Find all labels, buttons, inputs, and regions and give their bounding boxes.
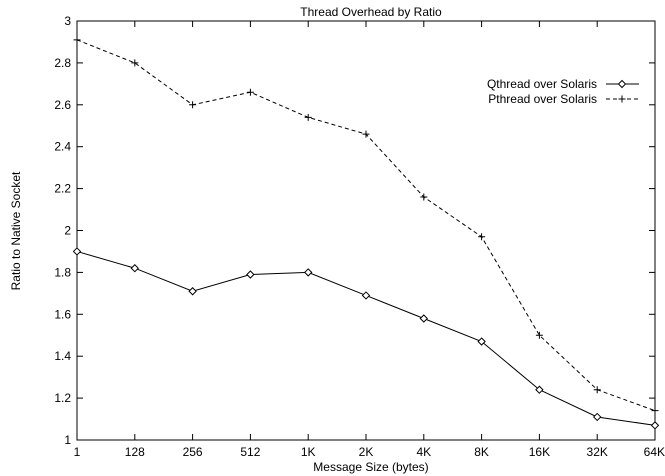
diamond-marker xyxy=(419,314,429,323)
x-tick-label: 2K xyxy=(359,445,374,459)
diamond-marker xyxy=(303,268,313,277)
series-line xyxy=(76,250,656,426)
plus-marker xyxy=(362,130,370,138)
diamond-marker xyxy=(188,287,197,296)
x-tick-label: 8K xyxy=(474,445,489,459)
x-tick-label: 32K xyxy=(587,445,608,459)
x-tick-label: 16K xyxy=(529,445,550,459)
y-axis-label: Ratio to Native Socket xyxy=(9,171,23,290)
diamond-marker xyxy=(477,337,486,346)
legend-plus-marker xyxy=(618,95,626,103)
x-tick-label: 256 xyxy=(183,445,203,459)
x-axis-label: Message Size (bytes) xyxy=(313,460,428,474)
y-tick-label: 3 xyxy=(64,14,71,28)
y-axis: 1 1.2 1.4 1.6 1.8 2 2.2 2.4 2.6 2.8 3 xyxy=(54,14,655,447)
plus-marker xyxy=(189,101,197,109)
diamond-marker xyxy=(130,264,140,273)
plus-marker xyxy=(593,386,601,394)
plus-marker xyxy=(73,36,81,44)
diamond-marker xyxy=(246,270,255,279)
legend-label: Pthread over Solaris xyxy=(488,92,597,106)
chart-title: Thread Overhead by Ratio xyxy=(300,5,442,19)
plus-marker xyxy=(478,233,486,241)
series-pthread xyxy=(73,36,659,415)
y-tick-label: 1.8 xyxy=(54,265,71,279)
x-tick-label: 64K xyxy=(644,445,665,459)
x-tick-label: 1K xyxy=(301,445,316,459)
plus-marker xyxy=(651,407,659,415)
y-tick-label: 1 xyxy=(64,433,71,447)
series-qthread xyxy=(72,247,660,430)
x-axis: 1 128 256 512 1K 2K 4K 8K 16K 32K 64K xyxy=(74,21,665,459)
x-tick-label: 4K xyxy=(416,445,431,459)
plus-marker xyxy=(246,88,254,96)
y-tick-label: 2.2 xyxy=(54,182,71,196)
y-tick-label: 1.4 xyxy=(54,349,71,363)
diamond-marker xyxy=(361,291,371,300)
plus-marker xyxy=(420,193,428,201)
y-tick-label: 2 xyxy=(64,224,71,238)
y-tick-label: 2.8 xyxy=(54,56,71,70)
diamond-marker xyxy=(650,421,660,430)
plus-marker xyxy=(131,59,139,67)
x-tick-label: 1 xyxy=(74,445,81,459)
x-tick-label: 512 xyxy=(240,445,260,459)
legend-label: Qthread over Solaris xyxy=(487,77,597,91)
y-tick-label: 2.6 xyxy=(54,98,71,112)
legend-diamond-marker xyxy=(617,79,627,89)
y-tick-label: 2.4 xyxy=(54,140,71,154)
y-tick-label: 1.2 xyxy=(54,391,71,405)
plus-marker xyxy=(304,113,312,121)
diamond-marker xyxy=(535,385,544,394)
diamond-marker xyxy=(72,247,82,256)
plus-marker xyxy=(535,331,543,339)
x-tick-label: 128 xyxy=(125,445,145,459)
diamond-marker xyxy=(592,412,602,422)
series-layer xyxy=(72,36,660,430)
y-tick-label: 1.6 xyxy=(54,307,71,321)
